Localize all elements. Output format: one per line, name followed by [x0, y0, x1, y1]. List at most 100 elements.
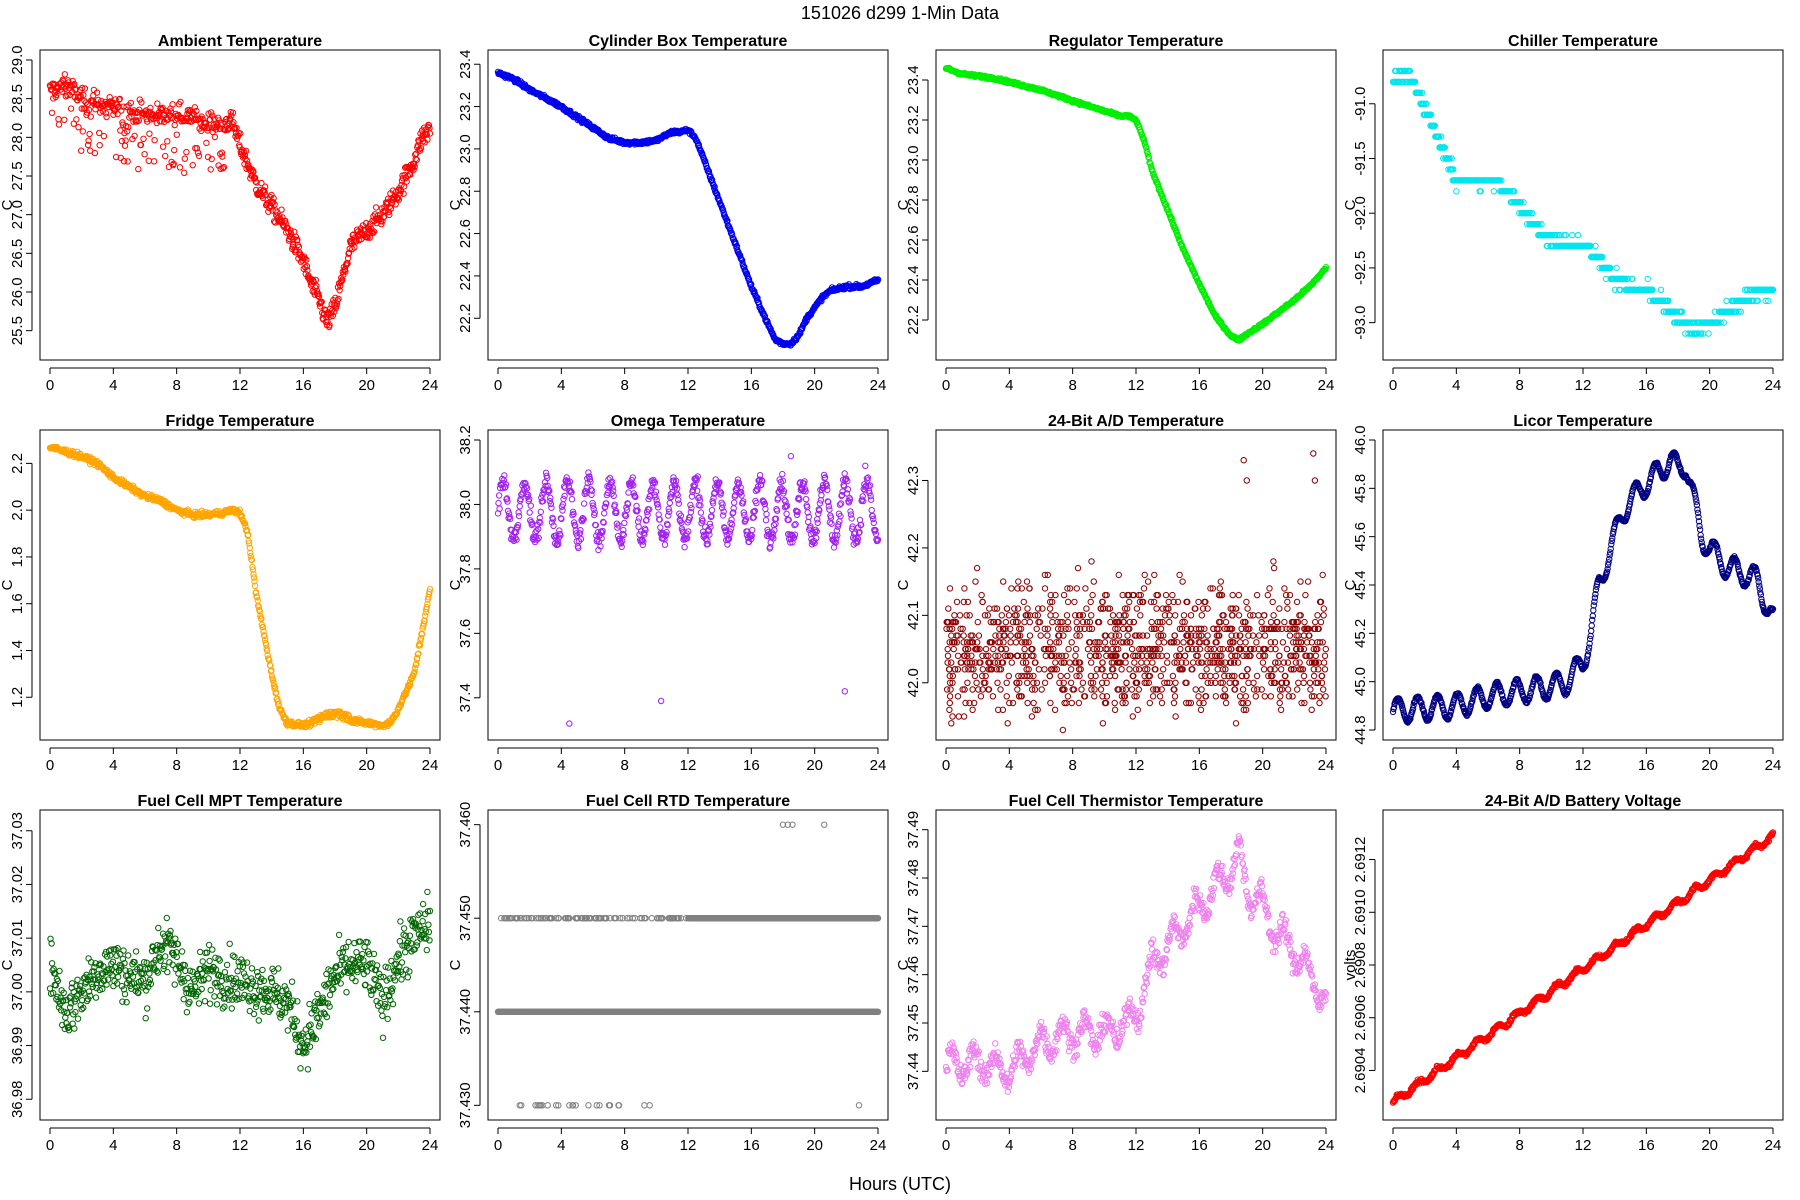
- y-tick-label: 22.2: [905, 305, 922, 334]
- y-tick-label: 1.2: [9, 687, 26, 708]
- data-point: [1151, 571, 1158, 579]
- data-point: [1310, 672, 1318, 680]
- data-point: [548, 504, 555, 511]
- point-series: [942, 64, 1330, 344]
- data-point: [496, 505, 503, 512]
- data-point: [977, 693, 985, 700]
- y-tick-label: -91.0: [1352, 87, 1369, 121]
- data-point: [96, 142, 103, 149]
- data-point: [566, 720, 573, 727]
- data-point: [118, 137, 126, 145]
- data-point: [946, 706, 953, 713]
- data-point: [779, 470, 786, 478]
- y-tick-label: 23.4: [905, 65, 922, 94]
- data-point: [1003, 679, 1010, 686]
- data-point: [950, 645, 957, 653]
- data-point: [1162, 591, 1170, 599]
- data-point: [195, 152, 203, 160]
- data-point: [1270, 564, 1278, 572]
- data-point: [1169, 672, 1177, 680]
- data-point: [728, 231, 736, 239]
- data-point: [159, 143, 167, 150]
- data-point: [364, 234, 371, 241]
- data-point: [146, 130, 153, 137]
- data-point: [48, 109, 56, 117]
- data-point: [1281, 618, 1288, 626]
- y-tick-label: 29.0: [9, 45, 26, 74]
- data-point: [1267, 693, 1275, 700]
- data-point: [211, 133, 219, 141]
- data-point: [537, 508, 544, 515]
- data-point: [962, 699, 969, 707]
- plot-frame: [487, 49, 889, 361]
- data-point: [162, 152, 169, 160]
- data-point: [568, 496, 576, 503]
- data-point: [1126, 598, 1133, 606]
- data-point: [1088, 659, 1095, 666]
- data-point: [960, 632, 967, 639]
- y-tick-label: 22.2: [457, 304, 474, 333]
- data-point: [194, 149, 202, 156]
- data-point: [411, 163, 418, 170]
- data-point: [203, 124, 211, 132]
- data-point: [315, 293, 323, 300]
- x-tick-label: 12: [232, 757, 249, 774]
- data-point: [86, 130, 93, 138]
- x-tick-label: 8: [172, 377, 180, 394]
- data-point: [403, 178, 410, 185]
- data-point: [424, 136, 431, 143]
- data-point: [386, 211, 393, 219]
- data-point: [979, 666, 986, 673]
- data-point: [1015, 578, 1022, 585]
- y-axis-label: C: [895, 199, 912, 210]
- data-point: [666, 499, 673, 507]
- data-point: [116, 95, 124, 103]
- data-point: [242, 147, 250, 155]
- data-point: [661, 541, 669, 548]
- data-point: [814, 519, 821, 526]
- data-point: [132, 117, 140, 124]
- data-point: [716, 197, 723, 205]
- data-point: [138, 99, 145, 106]
- y-tick-label: 23.2: [905, 105, 922, 134]
- data-point: [1253, 672, 1261, 680]
- data-point: [727, 519, 734, 527]
- data-point: [400, 183, 408, 190]
- x-tick-label: 4: [557, 757, 565, 774]
- data-point: [1232, 720, 1240, 727]
- x-tick-label: 20: [806, 377, 823, 394]
- data-point: [413, 156, 420, 164]
- data-point: [945, 605, 952, 612]
- y-tick-label: 1.6: [9, 593, 26, 614]
- data-point: [241, 152, 249, 159]
- data-point: [848, 515, 855, 522]
- data-point: [193, 145, 201, 152]
- data-point: [87, 113, 94, 120]
- data-point: [141, 151, 148, 158]
- y-tick-label: 28.5: [9, 84, 26, 113]
- data-point: [1192, 686, 1199, 693]
- y-tick-label: 26.5: [9, 239, 26, 268]
- point-series: [494, 68, 882, 349]
- x-tick-label: 16: [295, 377, 312, 394]
- data-point: [1052, 612, 1059, 619]
- data-point: [183, 148, 190, 156]
- panel-title: Ambient Temperature: [158, 33, 322, 50]
- data-point: [176, 164, 184, 171]
- data-point: [75, 124, 82, 131]
- y-tick-label: -93.0: [1352, 306, 1369, 340]
- data-point: [960, 713, 968, 720]
- data-point: [1170, 221, 1178, 229]
- data-point: [417, 145, 425, 152]
- data-point: [93, 89, 101, 96]
- data-point: [189, 162, 196, 169]
- data-point: [705, 167, 712, 174]
- x-tick-label: 8: [1515, 377, 1523, 394]
- data-point: [1195, 693, 1202, 700]
- x-tick-label: 16: [743, 757, 760, 774]
- data-point: [271, 201, 278, 208]
- x-tick-label: 16: [1638, 377, 1655, 394]
- data-point: [382, 207, 389, 215]
